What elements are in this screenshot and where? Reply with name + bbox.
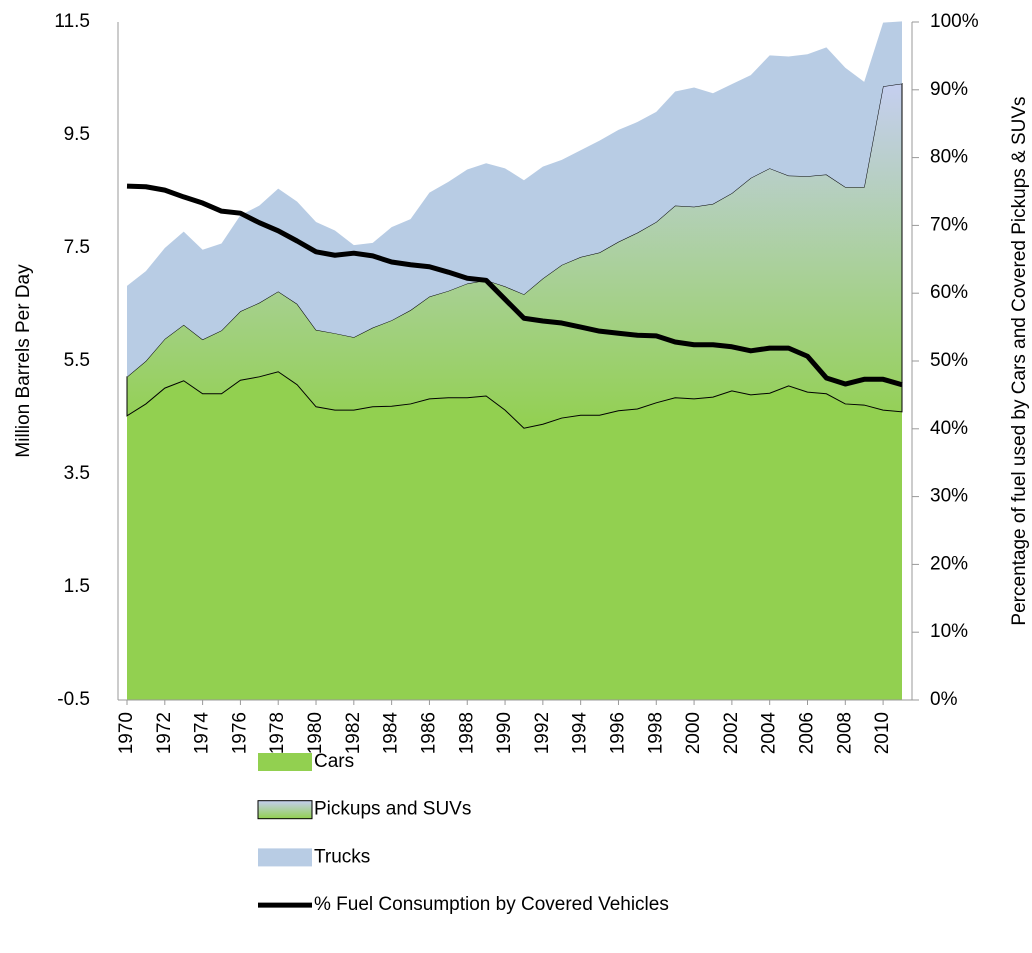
x-tick-label: 1998 xyxy=(645,712,666,754)
x-tick-label: 1994 xyxy=(570,712,591,755)
x-tick-label: 1980 xyxy=(305,712,326,754)
x-tick-label: 1972 xyxy=(154,712,175,754)
x-tick-label: 1976 xyxy=(229,712,250,754)
area xyxy=(127,371,902,700)
line xyxy=(126,183,903,388)
y2-tick-label: 20% xyxy=(930,553,968,574)
x-tick-label: 1982 xyxy=(343,712,364,754)
x-tick-label: 1978 xyxy=(267,712,288,754)
legend-swatch xyxy=(258,753,312,771)
x-tick-label: 1990 xyxy=(494,712,515,754)
x-tick-label: 2000 xyxy=(683,712,704,754)
y-axis-label: Million Barrels Per Day xyxy=(13,264,34,458)
y-tick-label: 7.5 xyxy=(64,237,90,258)
area xyxy=(127,21,902,377)
y2-tick-label: 10% xyxy=(930,621,968,642)
x-tick-label: 1988 xyxy=(456,712,477,754)
legend-swatch xyxy=(257,800,313,820)
x-tick-label: 1986 xyxy=(418,712,439,754)
legend-label: Cars xyxy=(314,751,354,772)
y2-axis-label: Percentage of fuel used by Cars and Cove… xyxy=(1009,96,1030,625)
y-tick-label: 3.5 xyxy=(64,463,90,484)
y2-tick-label: 100% xyxy=(930,11,979,32)
y2-tick-label: 40% xyxy=(930,418,968,439)
legend-swatch xyxy=(258,848,312,867)
y2-tick-label: 90% xyxy=(930,79,968,100)
legend-label: % Fuel Consumption by Covered Vehicles xyxy=(314,894,669,915)
y2-tick-label: 70% xyxy=(930,214,968,235)
x-tick-label: 1984 xyxy=(381,712,402,755)
y2-tick-label: 60% xyxy=(930,282,968,303)
x-tick-label: 2006 xyxy=(797,712,818,754)
x-tick-label: 1970 xyxy=(116,712,137,754)
y2-tick-label: 0% xyxy=(930,689,958,710)
x-tick-label: 2002 xyxy=(721,712,742,754)
y2-tick-label: 30% xyxy=(930,486,968,507)
y-tick-label: 11.5 xyxy=(54,11,90,32)
x-tick-label: 1974 xyxy=(192,712,213,755)
x-tick-label: 1996 xyxy=(607,712,628,754)
x-tick-label: 2008 xyxy=(834,712,855,754)
y-tick-label: 5.5 xyxy=(64,350,90,371)
y-tick-label: 9.5 xyxy=(64,124,90,145)
x-tick-label: 1992 xyxy=(532,712,553,754)
y2-tick-label: 80% xyxy=(930,147,968,168)
x-tick-label: 2010 xyxy=(872,712,893,754)
x-tick-label: 2004 xyxy=(759,712,780,755)
y-tick-label: -0.5 xyxy=(57,689,90,710)
legend-label: Pickups and SUVs xyxy=(314,799,471,820)
legend-label: Trucks xyxy=(314,846,370,867)
y2-tick-label: 50% xyxy=(930,350,968,371)
y-tick-label: 1.5 xyxy=(64,576,90,597)
